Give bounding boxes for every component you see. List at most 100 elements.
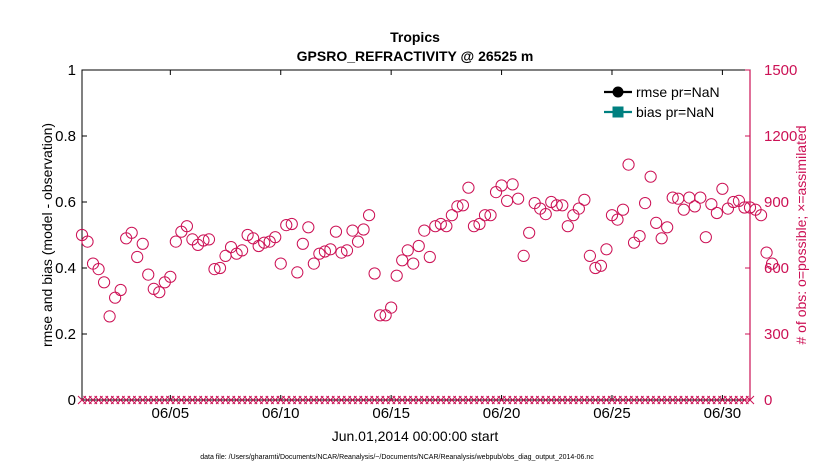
- possible-obs-point: [760, 246, 773, 259]
- possible-obs-point: [467, 220, 481, 233]
- possible-obs-point: [296, 237, 309, 250]
- plot-area: [81, 69, 751, 401]
- legend-bias-marker: [612, 106, 624, 118]
- possible-obs-point: [362, 209, 376, 222]
- possible-obs-point: [572, 202, 585, 215]
- possible-obs-point: [484, 209, 497, 222]
- series-possible: [75, 158, 779, 323]
- possible-obs-point: [666, 191, 679, 204]
- possible-obs-point: [550, 199, 563, 212]
- possible-obs-point: [324, 243, 337, 256]
- x-tick-label: 06/30: [704, 405, 742, 422]
- possible-obs-point: [456, 199, 470, 212]
- possible-obs-point: [258, 236, 271, 249]
- possible-obs-point: [451, 200, 464, 213]
- possible-obs-point: [197, 234, 210, 247]
- y-right-tick-label: 1200: [764, 128, 797, 145]
- possible-obs-point: [97, 276, 111, 289]
- possible-obs-point: [103, 310, 116, 323]
- possible-obs-point: [716, 182, 729, 195]
- y-right-tick-label: 0: [764, 392, 772, 409]
- footer-data-file: data file: /Users/gharamti/Documents/NCA…: [200, 454, 594, 461]
- possible-obs-point: [329, 225, 343, 238]
- possible-obs-point: [153, 286, 166, 299]
- possible-obs-point: [677, 203, 690, 216]
- y-axis-right-label: # of obs: o=possible; ×=assimilated: [793, 125, 809, 344]
- possible-obs-point: [639, 197, 652, 210]
- assimilated-obs-point: [745, 395, 755, 405]
- possible-obs-point: [180, 220, 193, 233]
- y-tick-label: 0.2: [55, 326, 76, 343]
- legend-bias-label: bias pr=NaN: [636, 104, 714, 120]
- legend-rmse-marker: [612, 86, 624, 98]
- possible-obs-point: [418, 224, 431, 237]
- possible-obs-point: [523, 226, 536, 239]
- y-tick-label: 0: [68, 392, 76, 409]
- possible-obs-point: [318, 245, 332, 258]
- possible-obs-point: [213, 261, 227, 275]
- y-right-tick-label: 300: [764, 326, 789, 343]
- possible-obs-point: [688, 200, 701, 213]
- possible-obs-point: [622, 158, 635, 171]
- chart-title: Tropics: [390, 29, 440, 45]
- possible-obs-point: [539, 208, 552, 221]
- possible-obs-point: [710, 206, 723, 220]
- possible-obs-point: [401, 244, 414, 257]
- possible-obs-point: [274, 257, 287, 270]
- possible-obs-point: [423, 250, 436, 264]
- x-tick-label: 06/05: [152, 405, 190, 422]
- possible-obs-point: [340, 244, 354, 257]
- x-tick-label: 06/25: [593, 405, 631, 422]
- possible-obs-point: [125, 226, 138, 239]
- possible-obs-point: [512, 192, 525, 205]
- possible-obs-point: [661, 221, 674, 234]
- possible-obs-point: [396, 254, 409, 267]
- possible-obs-point: [307, 257, 320, 270]
- possible-obs-point: [583, 249, 597, 262]
- possible-obs-point: [589, 261, 602, 275]
- possible-obs-point: [235, 244, 249, 257]
- y-right-tick-label: 600: [764, 260, 789, 277]
- possible-obs-point: [142, 268, 155, 281]
- possible-obs-point: [291, 266, 304, 279]
- possible-obs-point: [374, 309, 387, 322]
- y-axis-right-ticks: 0 300 600 900 1200 1500: [745, 62, 797, 409]
- x-axis-label: Jun.01,2014 00:00:00 start: [332, 428, 499, 444]
- possible-obs-point: [357, 223, 370, 236]
- possible-obs-point: [506, 178, 519, 191]
- y-tick-label: 1: [68, 62, 76, 79]
- possible-obs-point: [473, 217, 486, 231]
- possible-obs-point: [517, 249, 530, 262]
- possible-obs-point: [478, 209, 492, 222]
- possible-obs-point: [705, 198, 718, 211]
- possible-obs-point: [556, 199, 569, 212]
- x-tick-label: 06/15: [372, 405, 410, 422]
- possible-obs-point: [169, 235, 182, 248]
- possible-obs-point: [699, 231, 712, 244]
- possible-obs-point: [655, 232, 668, 245]
- possible-obs-point: [765, 257, 779, 270]
- possible-obs-point: [302, 221, 315, 234]
- possible-obs-point: [412, 239, 425, 253]
- possible-obs-point: [269, 231, 282, 244]
- possible-obs-point: [390, 269, 403, 282]
- possible-obs-point: [727, 195, 740, 209]
- possible-obs-point: [600, 243, 613, 256]
- x-axis-ticks: 06/05 06/10 06/15 06/20 06/25 06/30: [152, 70, 742, 422]
- possible-obs-point: [131, 250, 144, 264]
- legend-rmse-label: rmse pr=NaN: [636, 84, 720, 100]
- possible-obs-point: [335, 246, 348, 259]
- y-tick-label: 0.6: [55, 194, 76, 211]
- possible-obs-point: [650, 216, 663, 229]
- chart-subtitle: GPSRO_REFRACTIVITY @ 26525 m: [297, 48, 534, 64]
- possible-obs-point: [136, 237, 149, 250]
- y-tick-label: 0.4: [55, 260, 76, 277]
- x-tick-label: 06/20: [483, 405, 521, 422]
- y-tick-label: 0.8: [55, 128, 76, 145]
- possible-obs-point: [407, 257, 420, 270]
- possible-obs-point: [611, 213, 624, 226]
- possible-obs-point: [351, 235, 365, 248]
- possible-obs-point: [164, 270, 177, 283]
- possible-obs-point: [462, 181, 475, 194]
